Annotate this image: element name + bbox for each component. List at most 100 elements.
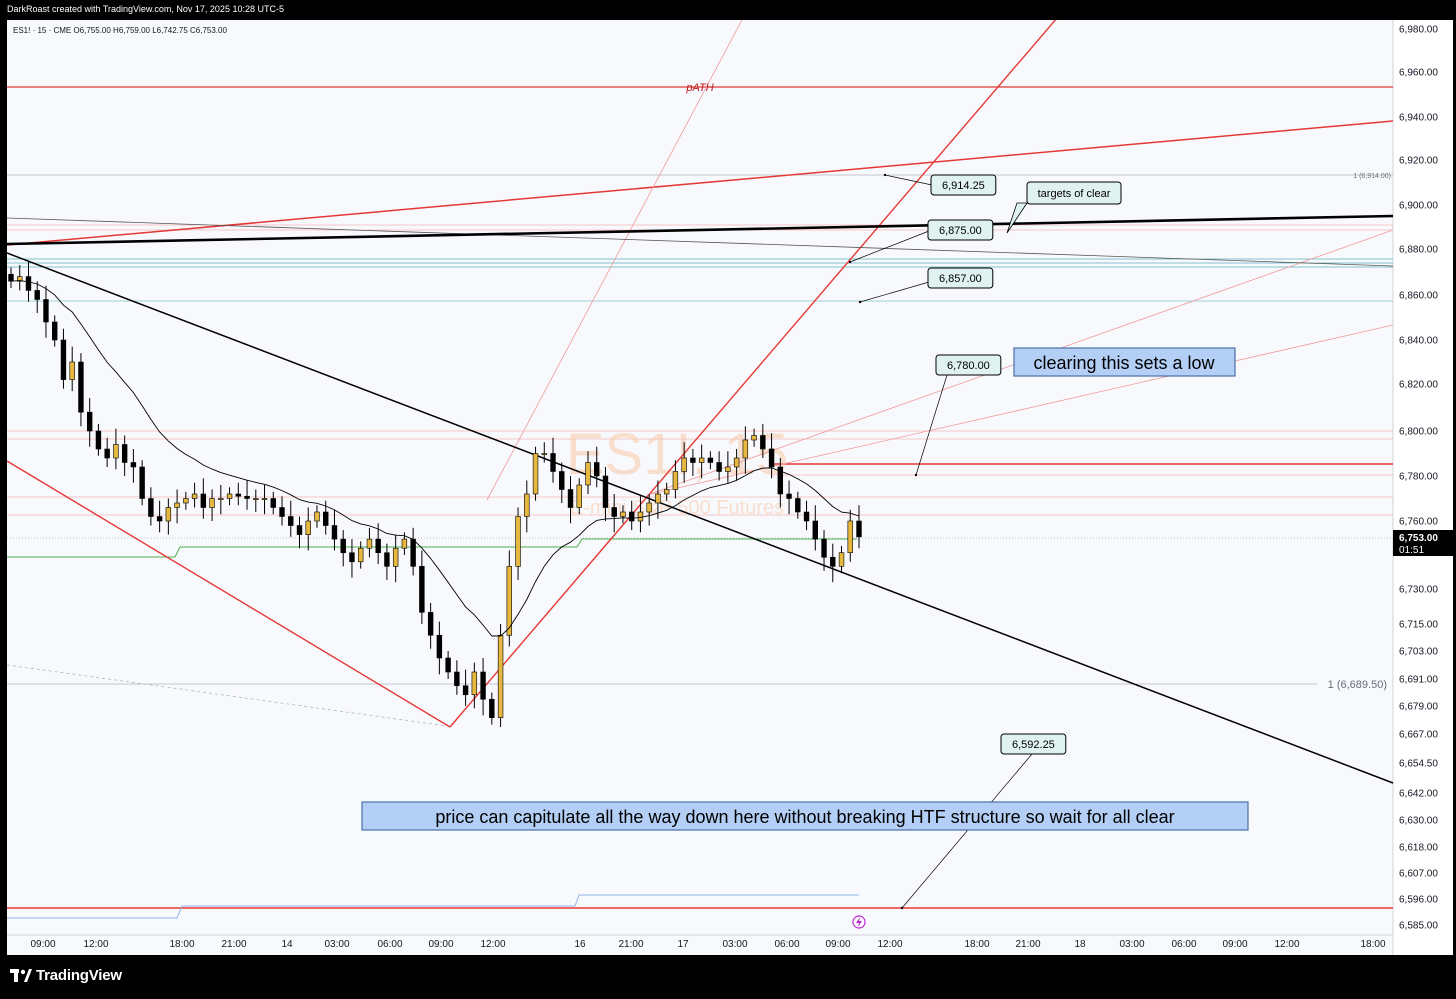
- time-tick-label: 18: [1074, 939, 1086, 950]
- price-chart[interactable]: ES1!, 15E-mini S&P 500 Futures 6,914.256…: [7, 20, 1453, 955]
- candle-body: [454, 671, 460, 687]
- price-tick-label: 6,900.00: [1399, 201, 1438, 212]
- candle-body: [620, 511, 626, 517]
- candle-body: [253, 498, 259, 501]
- candle-body: [830, 556, 836, 567]
- candle-body: [17, 276, 23, 282]
- callout-line: [915, 374, 948, 476]
- black-thick-trendline: [7, 214, 1394, 246]
- brand-name: TradingView: [36, 967, 122, 984]
- candle-body: [847, 520, 853, 554]
- candle-body: [121, 444, 128, 463]
- candle-body: [471, 671, 478, 696]
- label-6914-box: [930, 174, 997, 196]
- price-tick-label: 6,654.50: [1399, 759, 1438, 770]
- clearing-note-box: [1013, 347, 1236, 377]
- candle-body: [191, 493, 198, 499]
- candle-body: [410, 538, 416, 567]
- label-6875-box: [927, 219, 994, 241]
- time-tick-label: 03:00: [324, 939, 349, 950]
- gray-trendline: [7, 217, 1394, 267]
- candle-body: [218, 498, 224, 501]
- candle-body: [777, 466, 784, 495]
- candle-body: [690, 457, 696, 463]
- candle-body: [156, 516, 163, 522]
- price-tick-label: 6,980.00: [1399, 25, 1438, 36]
- candle-body: [550, 453, 556, 472]
- watermark-name: E-mini S&P 500 Futures: [570, 497, 784, 519]
- candle-body: [524, 493, 530, 517]
- callout-line: [859, 281, 930, 303]
- candle-body: [261, 498, 268, 501]
- fib-label: 1 (6,689.50): [1328, 679, 1387, 691]
- price-tick-label: 6,840.00: [1399, 336, 1438, 347]
- price-tick-label: 6,820.00: [1399, 380, 1438, 391]
- candle-body: [751, 435, 757, 441]
- price-tick-label: 6,596.00: [1399, 895, 1438, 906]
- candle-body: [165, 507, 172, 522]
- candle-body: [760, 435, 766, 450]
- footer-bar: TradingView: [0, 955, 1456, 999]
- candle-body: [663, 489, 670, 495]
- price-tick-label: 6,940.00: [1399, 113, 1438, 124]
- label-6592-box: [1000, 733, 1067, 755]
- label-6857-box: [927, 267, 994, 289]
- candle-body: [279, 507, 285, 517]
- price-tick-label: 6,920.00: [1399, 156, 1438, 167]
- label-6914-text: 6,914.25: [942, 180, 985, 192]
- time-tick-label: 06:00: [1171, 939, 1196, 950]
- candle-body: [532, 453, 539, 495]
- credit-text: DarkRoast created with TradingView.com, …: [7, 4, 284, 14]
- targets-note-text: targets of clear: [1038, 188, 1111, 200]
- price-tick-label: 6,691.00: [1399, 675, 1438, 686]
- label-6780-text: 6,780.00: [947, 360, 990, 372]
- candle-body: [113, 444, 119, 459]
- label-6592-text: 6,592.25: [1012, 739, 1055, 751]
- candle-body: [602, 475, 609, 508]
- callout-dot: [900, 906, 904, 910]
- candle-body: [795, 498, 801, 513]
- targets-pointer: [1006, 202, 1028, 234]
- candle-body: [768, 448, 775, 468]
- price-tick-label: 6,760.00: [1399, 517, 1438, 528]
- candle-body: [270, 498, 276, 508]
- pATH-label: pATH: [685, 82, 713, 94]
- candle-body: [462, 685, 469, 696]
- candle-body: [314, 511, 320, 522]
- callout-dot: [914, 473, 918, 477]
- time-tick-label: 14: [281, 939, 293, 950]
- time-tick-label: 09:00: [428, 939, 453, 950]
- candle-body: [148, 498, 154, 517]
- blue-step-line: [7, 894, 859, 919]
- candle-body: [497, 634, 504, 718]
- price-tick-label: 6,607.00: [1399, 869, 1438, 880]
- candle-body: [375, 538, 381, 554]
- price-tick-label: 6,960.00: [1399, 68, 1438, 79]
- time-tick-label: 17: [677, 939, 689, 950]
- candle-body: [296, 525, 303, 535]
- candle-body: [629, 511, 635, 522]
- chart-area[interactable]: ES1!, 15 E-mini S&P 500 Futures 6,914.25 6…: [7, 20, 1453, 955]
- candle-body: [357, 547, 364, 563]
- candle-body: [541, 453, 547, 456]
- candle-body: [698, 457, 705, 463]
- price-tick-label: 6,667.00: [1399, 730, 1438, 741]
- candle-body: [200, 493, 207, 508]
- black-down-trendline: [7, 252, 1394, 784]
- candle-body: [86, 411, 93, 432]
- candle-body: [401, 538, 408, 549]
- candle-body: [637, 511, 644, 522]
- candle-body: [226, 493, 233, 499]
- callout-line: [849, 230, 930, 263]
- time-tick-label: 06:00: [377, 939, 402, 950]
- moving-average-line: [10, 280, 860, 637]
- candle-body: [104, 448, 110, 459]
- time-tick-label: 09:00: [30, 939, 55, 950]
- candle-body: [655, 493, 661, 504]
- time-tick-label: 16: [574, 939, 586, 950]
- tradingview-logo[interactable]: TradingView: [10, 967, 122, 984]
- candle-body: [445, 657, 451, 673]
- candle-body: [812, 520, 818, 540]
- candle-body: [340, 538, 346, 554]
- candle-body: [288, 516, 294, 526]
